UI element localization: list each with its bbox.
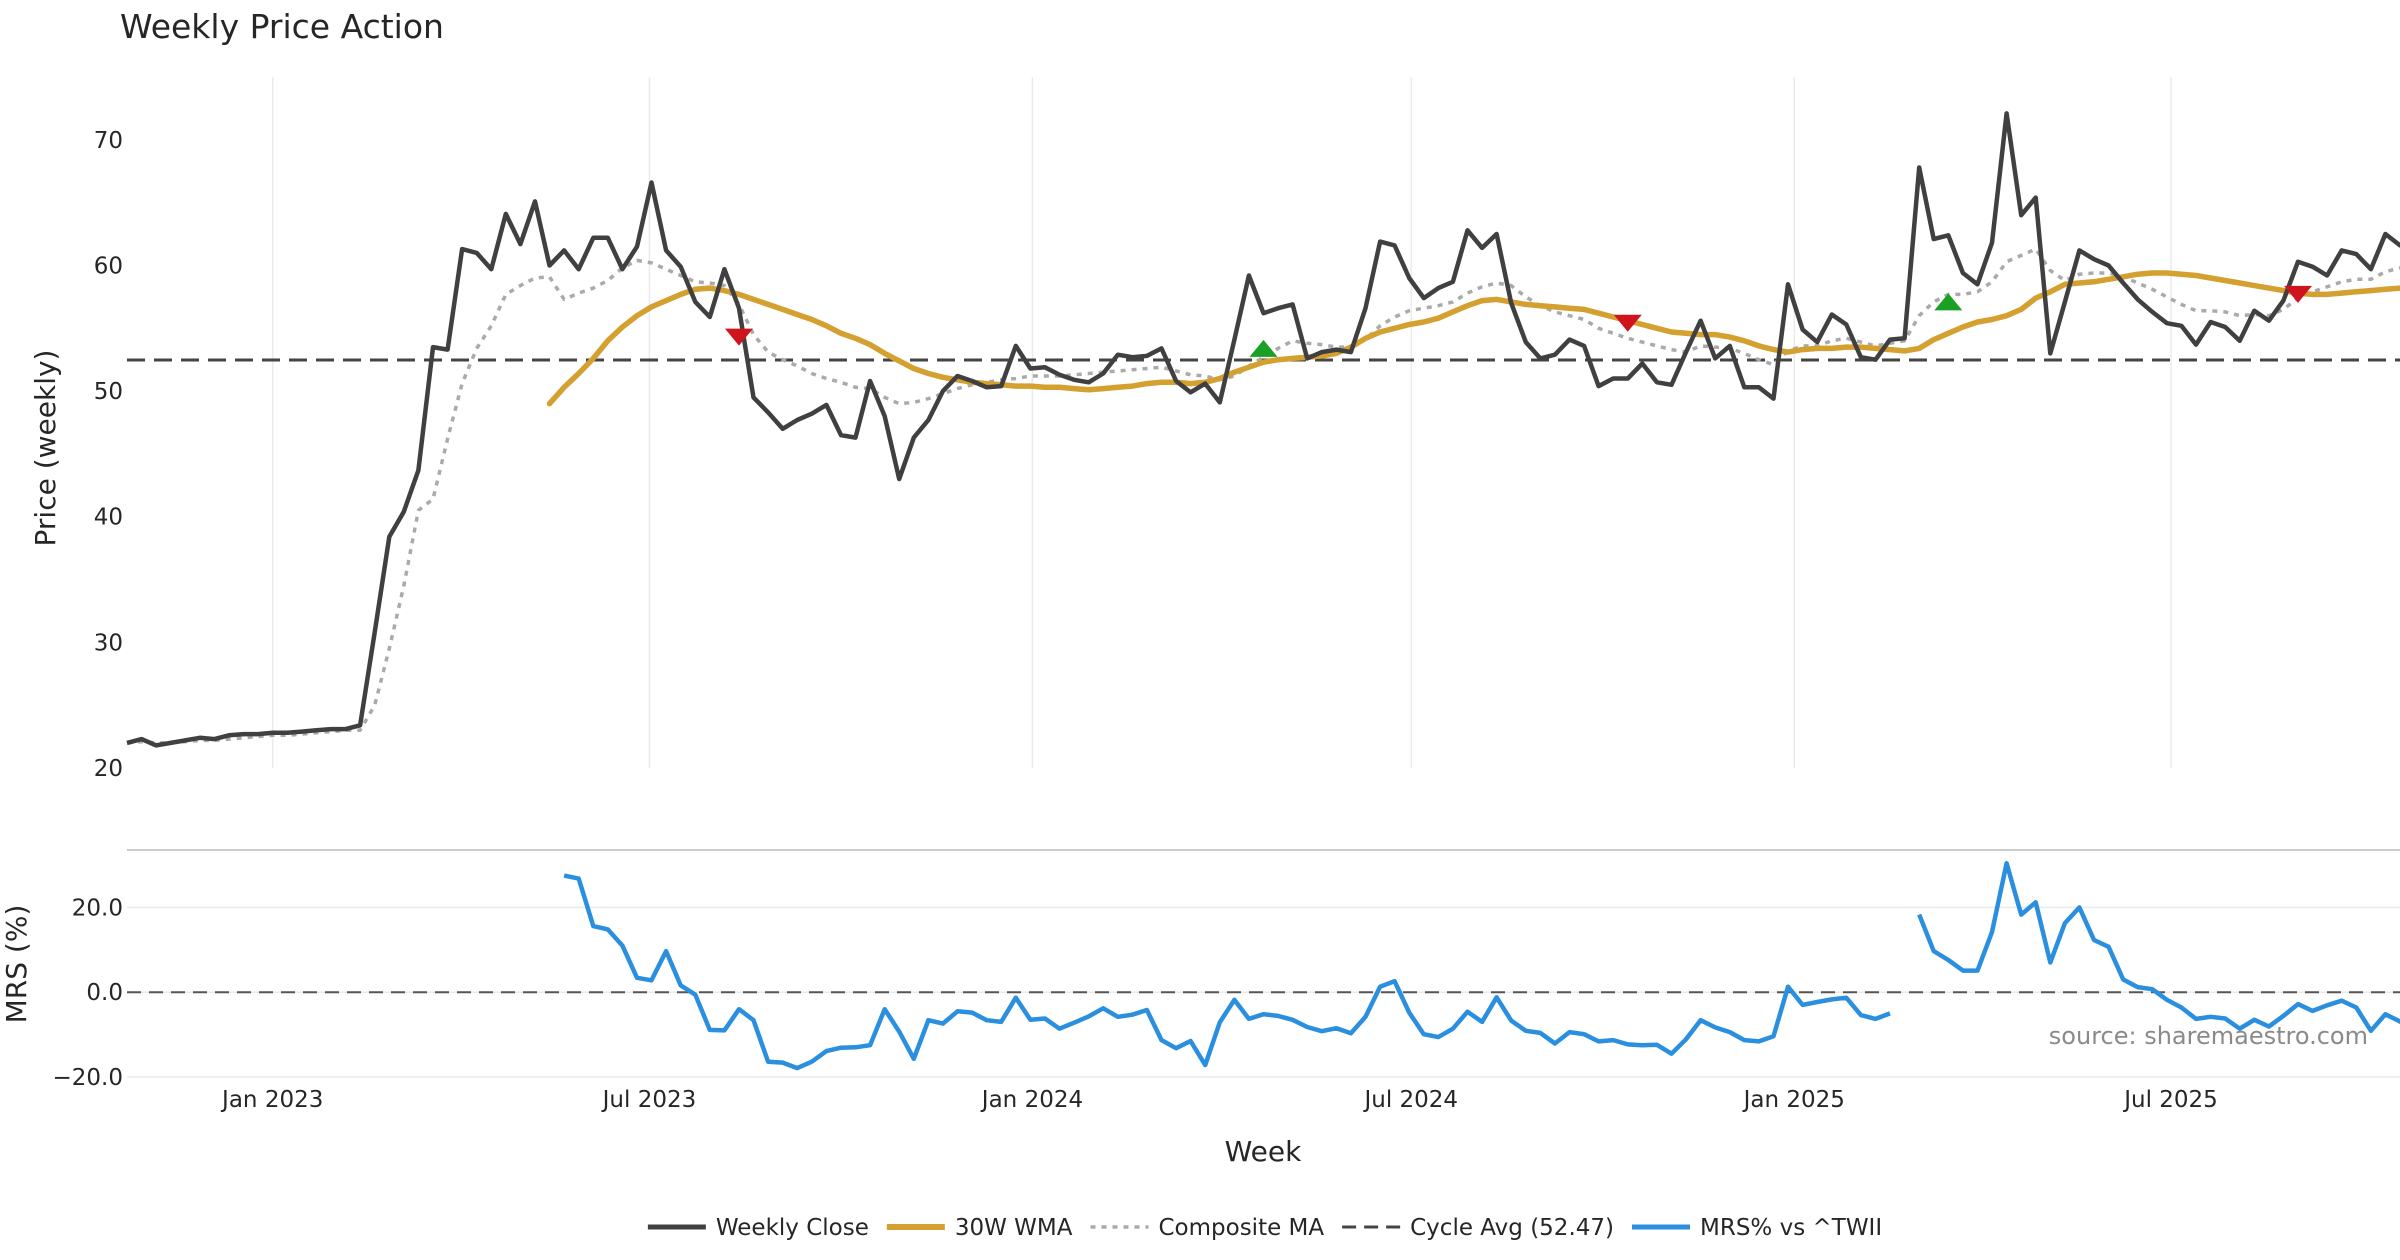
- wma30-line: [546, 270, 2400, 407]
- price-y-tick-label: 60: [94, 253, 123, 279]
- price-y-tick-label: 50: [94, 379, 123, 405]
- mrs-line: [563, 873, 1891, 1071]
- source-annotation: source: sharemaestro.com: [2049, 1022, 2368, 1050]
- composite-ma-line: [126, 247, 2400, 745]
- sell-signal-marker: [1613, 314, 1642, 332]
- weekly-close-line: [126, 111, 2400, 748]
- legend-label-wma30: 30W WMA: [955, 1215, 1073, 1241]
- x-tick-label: Jul 2025: [2122, 1087, 2218, 1113]
- legend-label-cycle-avg: Cycle Avg (52.47): [1410, 1215, 1614, 1241]
- mrs-line: [1917, 861, 2400, 1034]
- x-axis-label: Week: [1225, 1135, 1302, 1168]
- legend-label-weekly-close: Weekly Close: [716, 1215, 869, 1241]
- legend: Weekly Close 30W WMA Composite MA Cycle Avg…: [647, 1215, 1882, 1241]
- price-y-tick-label: 30: [94, 630, 123, 656]
- price-y-tick-label: 70: [94, 128, 123, 154]
- chart-title: Weekly Price Action: [120, 7, 444, 46]
- price-plot: [126, 111, 2400, 748]
- mrs-y-ticks: 20.0 0.0 −20.0: [53, 895, 123, 1091]
- x-ticks: Jan 2023 Jul 2023 Jan 2024 Jul 2024 Jan 2025…: [220, 1087, 2218, 1113]
- mrs-y-tick-label: −20.0: [53, 1065, 123, 1091]
- price-y-tick-label: 20: [94, 756, 123, 782]
- sell-signal-marker: [2284, 285, 2313, 303]
- price-y-ticks: 20 30 40 50 60 70: [94, 128, 123, 782]
- legend-label-composite-ma: Composite MA: [1158, 1215, 1324, 1241]
- mrs-y-tick-label: 0.0: [86, 980, 123, 1006]
- x-tick-label: Jan 2024: [980, 1087, 1083, 1113]
- legend-label-mrs: MRS% vs ^TWII: [1700, 1215, 1882, 1241]
- mrs-plot: [127, 861, 2400, 1071]
- mrs-y-axis-label: MRS (%): [0, 905, 33, 1024]
- sell-signal-marker: [724, 328, 753, 346]
- x-tick-label: Jan 2025: [1742, 1087, 1845, 1113]
- price-y-axis-label: Price (weekly): [29, 350, 62, 547]
- x-tick-label: Jan 2023: [220, 1087, 323, 1113]
- x-tick-label: Jul 2023: [601, 1087, 697, 1113]
- buy-signal-marker: [1934, 293, 1963, 311]
- x-tick-label: Jul 2024: [1362, 1087, 1458, 1113]
- buy-signal-marker: [1249, 339, 1278, 357]
- price-y-tick-label: 40: [94, 505, 123, 531]
- mrs-y-tick-label: 20.0: [72, 895, 123, 921]
